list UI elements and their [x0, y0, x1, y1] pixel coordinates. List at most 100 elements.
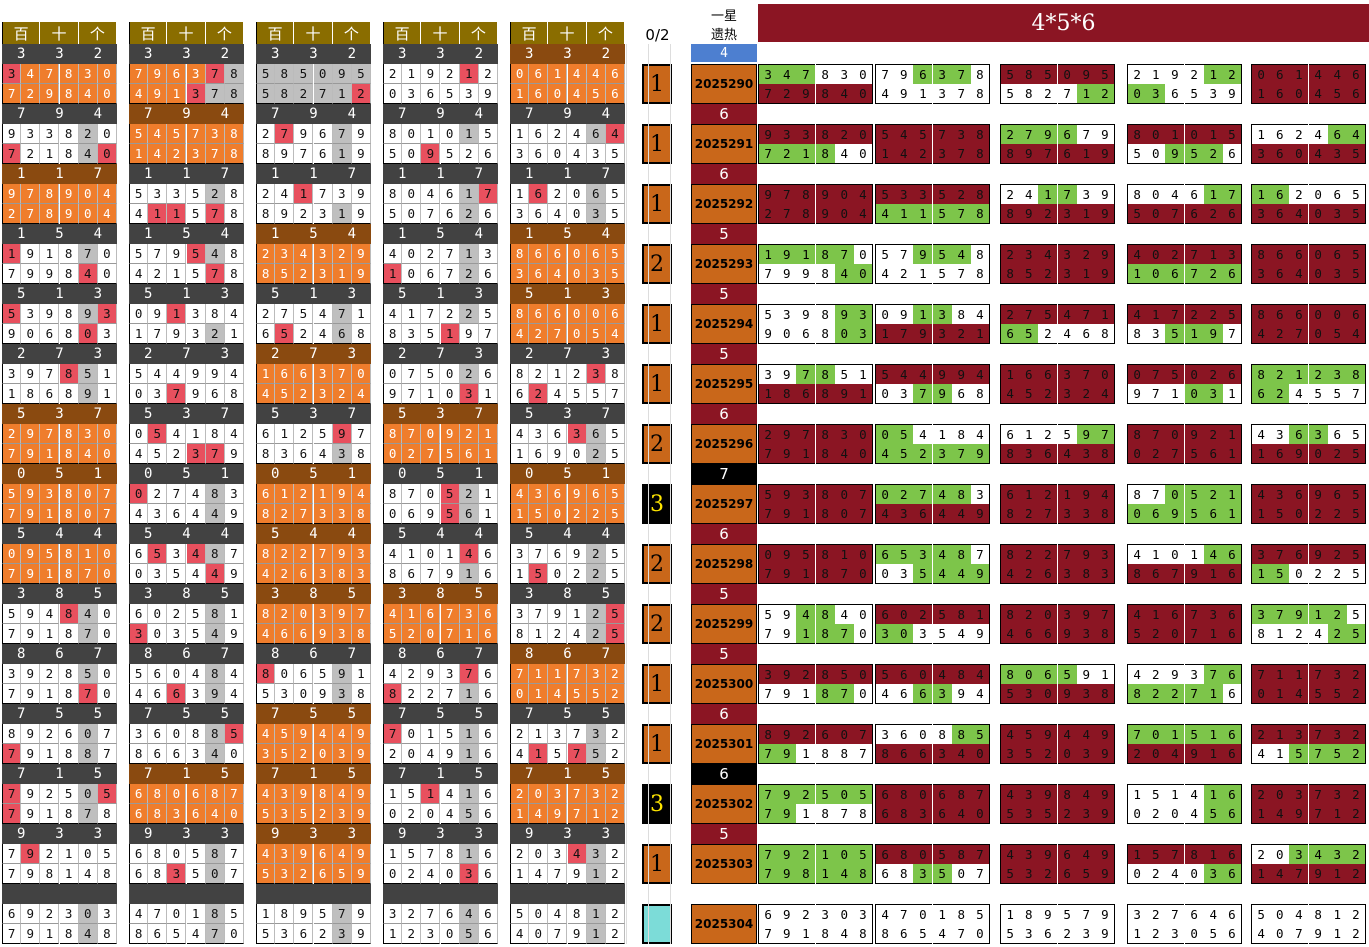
- compare-digit-cell: 5: [1146, 844, 1166, 864]
- compare-digit-cell: 3: [1076, 684, 1096, 704]
- digit-cell: 8: [59, 244, 79, 264]
- mark-box: 1: [642, 364, 672, 404]
- digit-cell: 3: [586, 724, 606, 744]
- digit-cell: 4: [205, 804, 225, 824]
- compare-digit-cell: 1: [1203, 244, 1223, 264]
- digit-cell: 5: [586, 744, 606, 764]
- heat-value: 5: [691, 584, 757, 604]
- digit-cell: 9: [21, 844, 41, 864]
- group-cell-1-1-0: 7: [129, 104, 168, 124]
- compare-digit-cell: 9: [1038, 844, 1058, 864]
- compare-digit-cell: 7: [834, 804, 854, 824]
- compare-digit-cell: 0: [834, 184, 854, 204]
- group-cell-12-1-2: 5: [205, 764, 244, 784]
- digit-cell: 2: [548, 124, 568, 144]
- compare-digit-cell: 5: [1184, 84, 1204, 104]
- compare-digit-cell: 6: [1184, 204, 1204, 224]
- compare-digit-cell: 2: [796, 664, 816, 684]
- digit-cell: 7: [313, 184, 333, 204]
- compare-digit-cell: 8: [970, 124, 990, 144]
- digit-cell: 3: [332, 504, 352, 524]
- digit-cell: 0: [421, 544, 441, 564]
- group-cell-0-0-0: 3: [2, 44, 41, 64]
- compare-digit-cell: 6: [1038, 624, 1058, 644]
- compare-digit-cell: 1: [853, 364, 873, 384]
- ratio-header: 0/2: [625, 22, 690, 48]
- digit-cell: 4: [510, 924, 530, 944]
- digit-cell: 5: [440, 444, 460, 464]
- digit-cell: 4: [529, 864, 549, 884]
- digit-cell: 0: [421, 804, 441, 824]
- digit-cell: 9: [21, 484, 41, 504]
- compare-digit-cell: 4: [1000, 624, 1020, 644]
- compare-digit-cell: 9: [1076, 604, 1096, 624]
- digit-cell: 0: [440, 384, 460, 404]
- compare-digit-cell: 6: [1165, 264, 1185, 284]
- compare-digit-cell: 5: [1327, 684, 1347, 704]
- digit-cell: 3: [313, 204, 333, 224]
- compare-digit-cell: 6: [1038, 364, 1058, 384]
- compare-digit-cell: 5: [932, 624, 952, 644]
- compare-digit-cell: 0: [894, 604, 914, 624]
- digit-cell: 7: [567, 784, 587, 804]
- compare-digit-cell: 7: [1270, 604, 1290, 624]
- compare-digit-cell: 6: [1251, 384, 1271, 404]
- compare-digit-cell: 9: [1095, 204, 1115, 224]
- compare-digit-cell: 9: [1076, 544, 1096, 564]
- digit-cell: 1: [275, 424, 295, 444]
- digit-cell: 2: [294, 484, 314, 504]
- group-cell-14-3-2: [459, 884, 498, 904]
- compare-digit-cell: 0: [853, 544, 873, 564]
- digit-cell: 1: [129, 144, 149, 164]
- compare-digit-cell: 6: [1222, 924, 1242, 944]
- digit-cell: 0: [402, 124, 422, 144]
- digit-cell: 6: [605, 64, 625, 84]
- compare-digit-cell: 4: [1251, 324, 1271, 344]
- digit-cell: 1: [510, 124, 530, 144]
- digit-cell: 8: [224, 244, 244, 264]
- digit-cell: 7: [2, 624, 22, 644]
- compare-digit-cell: 2: [1289, 124, 1309, 144]
- digit-cell: 8: [59, 924, 79, 944]
- compare-digit-cell: 3: [1146, 84, 1166, 104]
- digit-cell: 0: [421, 484, 441, 504]
- digit-cell: 2: [529, 364, 549, 384]
- block-header-0-0: 百: [2, 22, 41, 44]
- compare-digit-cell: 1: [758, 384, 778, 404]
- compare-digit-cell: 5: [875, 364, 895, 384]
- digit-cell: 7: [351, 604, 371, 624]
- digit-cell: 2: [567, 504, 587, 524]
- compare-digit-cell: 9: [970, 624, 990, 644]
- group-cell-9-0-1: 8: [40, 584, 79, 604]
- digit-cell: 4: [148, 144, 168, 164]
- digit-cell: 4: [256, 384, 276, 404]
- digit-cell: 5: [440, 484, 460, 504]
- compare-digit-cell: 8: [815, 244, 835, 264]
- compare-digit-cell: 9: [1308, 924, 1328, 944]
- digit-cell: 2: [459, 264, 479, 284]
- digit-cell: 5: [383, 204, 403, 224]
- compare-digit-cell: 5: [1184, 484, 1204, 504]
- digit-cell: 2: [78, 124, 98, 144]
- compare-digit-cell: 5: [932, 864, 952, 884]
- compare-digit-cell: 8: [815, 304, 835, 324]
- digit-cell: 4: [605, 124, 625, 144]
- group-cell-13-4-2: 3: [586, 824, 625, 844]
- compare-digit-cell: 7: [758, 784, 778, 804]
- digit-cell: 5: [605, 204, 625, 224]
- compare-digit-cell: 0: [970, 744, 990, 764]
- digit-cell: 9: [21, 544, 41, 564]
- compare-digit-cell: 1: [796, 924, 816, 944]
- period-label: 2025299: [691, 604, 757, 644]
- compare-digit-cell: 3: [796, 484, 816, 504]
- compare-digit-cell: 3: [777, 304, 797, 324]
- group-cell-5-0-2: 3: [78, 344, 117, 364]
- compare-digit-cell: 7: [1038, 144, 1058, 164]
- compare-digit-cell: 3: [1251, 144, 1271, 164]
- compare-digit-cell: 2: [1038, 424, 1058, 444]
- compare-digit-cell: 4: [913, 424, 933, 444]
- digit-cell: 6: [478, 784, 498, 804]
- digit-cell: 8: [224, 84, 244, 104]
- compare-digit-cell: 1: [894, 204, 914, 224]
- compare-digit-cell: 1: [1076, 204, 1096, 224]
